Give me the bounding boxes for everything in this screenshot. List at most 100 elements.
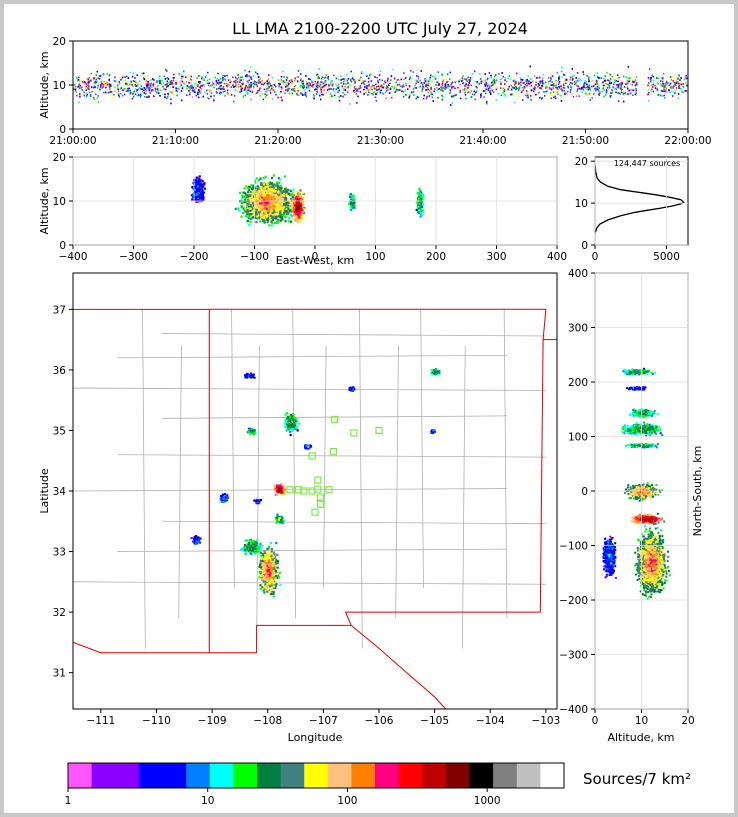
source-point xyxy=(445,87,448,89)
source-point xyxy=(360,79,363,82)
source-point xyxy=(159,82,161,84)
source-point xyxy=(539,82,541,84)
source-point xyxy=(656,88,659,91)
source-point xyxy=(380,84,383,87)
source-point xyxy=(105,91,107,94)
source-point xyxy=(394,91,396,93)
source-point xyxy=(421,88,424,90)
source-point xyxy=(165,97,168,100)
source-point xyxy=(172,77,174,79)
source-point xyxy=(611,89,614,92)
source-point xyxy=(648,91,650,94)
source-point xyxy=(145,83,148,86)
source-point xyxy=(109,84,112,86)
source-point xyxy=(80,86,83,89)
source-point xyxy=(416,96,419,98)
source-point xyxy=(427,88,430,91)
source-point xyxy=(402,85,404,87)
source-point xyxy=(290,93,292,95)
source-point xyxy=(609,86,611,89)
source-point xyxy=(373,84,376,87)
source-point xyxy=(200,85,202,87)
source-point xyxy=(648,82,650,84)
source-point xyxy=(250,190,253,193)
source-point xyxy=(179,86,181,88)
source-point xyxy=(577,88,579,90)
source-point xyxy=(216,88,218,90)
source-point xyxy=(540,87,542,90)
source-point xyxy=(573,81,576,83)
source-point xyxy=(534,86,536,89)
source-point xyxy=(169,87,171,89)
source-point xyxy=(94,75,97,78)
source-point xyxy=(229,81,231,84)
source-point xyxy=(342,91,344,94)
source-point xyxy=(206,79,208,82)
source-point xyxy=(429,76,431,79)
source-point xyxy=(578,87,580,90)
source-point xyxy=(188,93,191,96)
source-point xyxy=(150,90,153,92)
source-point xyxy=(436,86,438,89)
source-point xyxy=(239,91,241,93)
source-point xyxy=(320,98,322,101)
source-point xyxy=(234,85,237,87)
source-point xyxy=(630,88,632,91)
source-point xyxy=(169,80,172,83)
x-tick-label: 21:30:00 xyxy=(357,135,404,147)
source-point xyxy=(146,83,148,85)
source-point xyxy=(630,92,632,95)
source-point xyxy=(500,87,502,89)
source-point xyxy=(291,196,294,199)
source-point xyxy=(670,86,672,89)
source-point xyxy=(389,88,392,91)
source-point xyxy=(343,78,345,80)
source-point xyxy=(467,86,470,89)
source-point xyxy=(517,81,519,84)
source-point xyxy=(307,87,310,90)
source-point xyxy=(620,89,623,92)
source-point xyxy=(114,86,116,89)
source-point xyxy=(268,217,271,220)
source-point xyxy=(431,81,433,83)
source-point xyxy=(380,89,382,92)
source-point xyxy=(157,85,159,87)
source-point xyxy=(553,96,555,98)
source-point xyxy=(134,84,136,86)
source-point xyxy=(98,78,101,80)
source-point xyxy=(143,78,146,80)
source-point xyxy=(442,79,444,82)
source-point xyxy=(473,90,475,93)
source-point xyxy=(239,81,241,83)
source-point xyxy=(617,92,619,94)
source-point xyxy=(560,88,563,90)
source-point xyxy=(459,89,461,92)
source-point xyxy=(243,187,246,190)
source-point xyxy=(576,90,578,92)
source-point xyxy=(434,78,437,80)
source-point xyxy=(132,85,134,88)
source-point xyxy=(150,89,152,91)
source-point xyxy=(504,83,506,85)
source-point xyxy=(570,87,573,89)
source-point xyxy=(160,89,162,91)
source-point xyxy=(309,84,311,86)
source-point xyxy=(378,85,381,88)
source-point xyxy=(451,102,454,104)
source-point xyxy=(169,82,172,84)
source-point xyxy=(274,91,276,93)
source-point xyxy=(213,76,215,78)
source-point xyxy=(264,96,267,98)
source-point xyxy=(442,87,445,89)
source-point xyxy=(400,78,403,81)
source-point xyxy=(250,184,253,187)
source-point xyxy=(610,82,612,84)
y-tick-label: 20 xyxy=(53,36,66,48)
source-point xyxy=(106,82,108,84)
source-point xyxy=(240,215,243,218)
source-point xyxy=(382,93,384,95)
source-point xyxy=(167,96,169,98)
source-point xyxy=(632,89,635,92)
source-point xyxy=(238,86,240,88)
source-point xyxy=(353,89,355,92)
